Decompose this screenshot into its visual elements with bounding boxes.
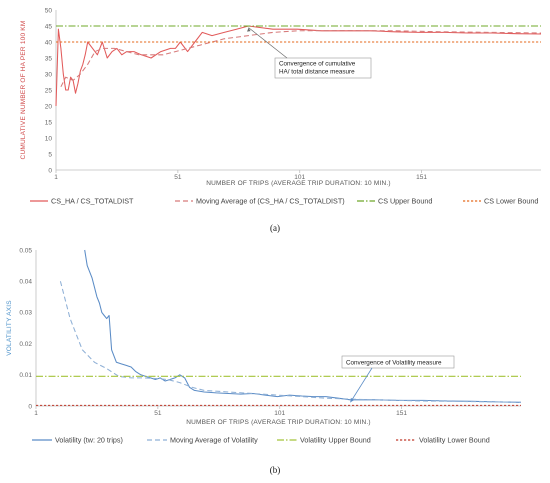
- y-tick-label: 0.05: [19, 247, 32, 254]
- annotation-text: HA/ total distance measure: [279, 69, 355, 76]
- y-tick-label: 0.02: [19, 341, 32, 348]
- x-axis-title: NUMBER OF TRIPS (AVERAGE TRIP DURATION: …: [186, 419, 371, 426]
- legend-label: CS_HA / CS_TOTALDIST: [51, 197, 134, 206]
- figure-caption: (a): [270, 223, 280, 233]
- y-axis-title: VOLATILITY AXIS: [6, 300, 13, 356]
- annotation-text: Convergence of Volatility measure: [346, 360, 442, 367]
- series-line-1: [84, 249, 522, 403]
- y-tick-label: 0: [28, 403, 32, 410]
- series-line-2: [59, 281, 522, 403]
- annotation-arrow: [248, 27, 288, 59]
- annotation-arrowhead: [247, 27, 251, 32]
- y-tick-label: 0.04: [19, 279, 32, 286]
- figure-caption: (b): [270, 465, 281, 475]
- y-tick-label: 35: [45, 55, 53, 62]
- annotation-box: [341, 355, 455, 369]
- legend-label: Volatility Lower Bound: [419, 436, 490, 445]
- y-tick-label: 25: [45, 87, 53, 94]
- annotation-text: Convergence of cumulative: [279, 61, 356, 68]
- annotation-box: [274, 57, 372, 79]
- legend-label: CS Lower Bound: [484, 197, 538, 206]
- x-tick-label: 151: [396, 410, 407, 417]
- x-tick-label: 1: [34, 410, 38, 417]
- y-tick-label: 20: [45, 103, 53, 110]
- x-tick-label: 1: [54, 174, 58, 181]
- x-axis-title: NUMBER OF TRIPS (AVERAGE TRIP DURATION: …: [206, 180, 391, 187]
- y-axis-title: CUMULATIVE NUMBER OF HA PER 100 KM: [20, 21, 27, 160]
- y-tick-label: 0.01: [19, 372, 32, 379]
- y-tick-label: 0: [48, 167, 52, 174]
- x-tick-label: 101: [274, 410, 285, 417]
- annotation-arrow: [350, 367, 373, 403]
- y-tick-label: 30: [45, 71, 53, 78]
- legend-label: Volatility Upper Bound: [300, 436, 371, 445]
- y-tick-label: 45: [45, 23, 53, 30]
- y-tick-label: 50: [45, 7, 53, 14]
- y-tick-label: 40: [45, 39, 53, 46]
- legend-label: Volatility (tw: 20 trips): [55, 436, 123, 445]
- legend-label: Moving Average of Volatility: [170, 436, 258, 445]
- y-tick-label: 10: [45, 135, 53, 142]
- y-tick-label: 15: [45, 119, 53, 126]
- x-tick-label: 51: [174, 174, 182, 181]
- x-tick-label: 51: [154, 410, 162, 417]
- x-tick-label: 101: [294, 174, 305, 181]
- y-tick-label: 5: [48, 151, 52, 158]
- annotation-arrowhead: [350, 397, 354, 403]
- y-tick-label: 0.03: [19, 310, 32, 317]
- legend-label: CS Upper Bound: [378, 197, 432, 206]
- x-tick-label: 151: [416, 174, 427, 181]
- series-line-2: [60, 29, 542, 88]
- legend-label: Moving Average of (CS_HA / CS_TOTALDIST): [196, 197, 345, 206]
